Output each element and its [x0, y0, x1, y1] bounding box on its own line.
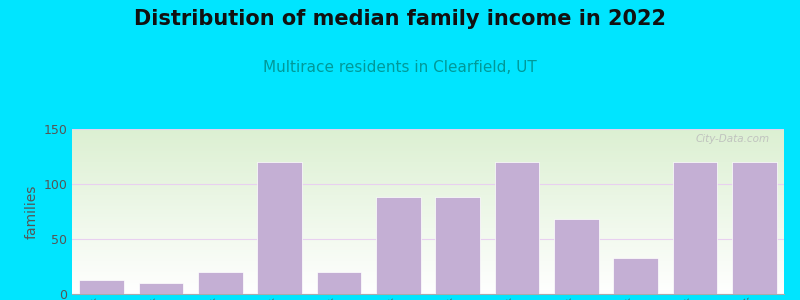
Bar — [673, 162, 718, 294]
Y-axis label: families: families — [25, 184, 39, 239]
Text: Multirace residents in Clearfield, UT: Multirace residents in Clearfield, UT — [263, 60, 537, 75]
Bar — [138, 283, 183, 294]
Bar — [732, 162, 777, 294]
Bar — [198, 272, 242, 294]
Bar — [376, 197, 421, 294]
Bar — [258, 162, 302, 294]
Bar — [554, 219, 598, 294]
Bar — [317, 272, 362, 294]
Bar — [494, 162, 539, 294]
Bar — [79, 280, 124, 294]
Text: Distribution of median family income in 2022: Distribution of median family income in … — [134, 9, 666, 29]
Bar — [614, 258, 658, 294]
Text: City-Data.com: City-Data.com — [696, 134, 770, 144]
Bar — [435, 197, 480, 294]
